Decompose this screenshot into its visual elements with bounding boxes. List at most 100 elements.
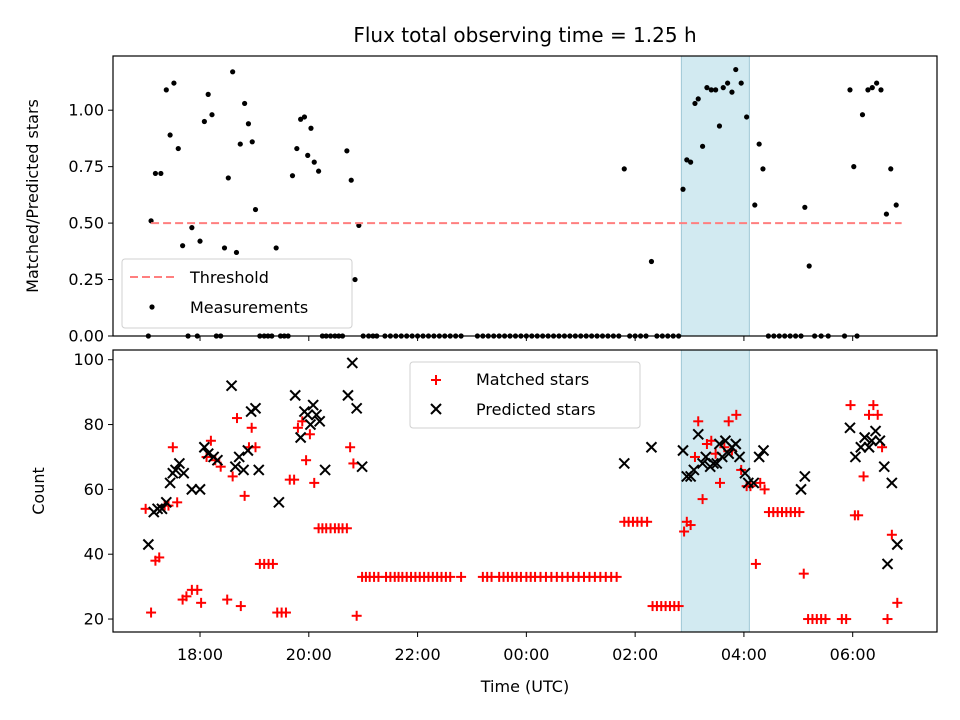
measurement-point [294, 145, 300, 152]
matched-star-marker [227, 471, 238, 482]
matched-star-marker [280, 607, 291, 618]
measurement-point [308, 125, 314, 131]
top-x-ticks [199, 336, 854, 341]
top-y-tick-label: 0.50 [68, 214, 104, 233]
matched-star-marker [304, 429, 315, 440]
matched-star-marker [192, 584, 203, 595]
measurement-point [713, 87, 719, 93]
measurement-point [692, 100, 698, 107]
matched-star-marker [146, 607, 157, 618]
predicted-star-marker [739, 467, 751, 479]
predicted-star-marker [730, 438, 742, 450]
measurement-point [893, 202, 899, 208]
bottom-x-ticks: 18:00 20:00 22:00 00:00 02:00 04:00 06:00 [177, 632, 876, 664]
predicted-star-marker [855, 441, 867, 453]
matched-star-marker [341, 523, 352, 534]
matched-star-marker [232, 413, 243, 424]
matched-star-marker [886, 529, 897, 540]
measurement-point [760, 166, 766, 172]
matched-star-marker [750, 558, 761, 569]
measurement-point [752, 202, 758, 208]
measurement-point [352, 276, 358, 283]
bottom-y-ticks: 20 40 60 80 100 [73, 350, 113, 629]
measurement-point [167, 132, 173, 138]
bottom-y-tick-label: 80 [84, 415, 104, 434]
measurement-point [273, 245, 279, 251]
matched-star-marker [301, 455, 312, 466]
predicted-star-marker [886, 477, 898, 489]
measurement-point [699, 143, 706, 149]
predicted-star-marker [795, 483, 807, 496]
matched-star-marker [798, 568, 809, 579]
measurement-point [716, 123, 723, 129]
top-shaded-region [680, 55, 750, 337]
matched-star-marker [673, 601, 684, 612]
top-y-tick-label: 0.25 [68, 270, 104, 289]
measurement-point [806, 263, 812, 269]
matched-star-marker [345, 442, 356, 453]
bottom-x-tick-label: 18:00 [177, 645, 223, 664]
measurement-point [851, 164, 857, 170]
bottom-legend: Matched stars Predicted stars [409, 361, 641, 429]
measurement-point [252, 206, 259, 213]
predicted-star-marker [688, 464, 700, 476]
matched-star-marker [685, 520, 696, 531]
predicted-star-marker [753, 451, 765, 463]
predicted-star-marker [302, 409, 314, 421]
bottom-axes-frame [112, 349, 938, 633]
measurement-point [315, 168, 322, 174]
matched-star-marker [689, 451, 700, 462]
measurement-point [738, 80, 744, 86]
predicted-star-marker [891, 538, 904, 551]
legend-matched-label: Matched stars [476, 370, 589, 389]
predicted-star-marker [225, 379, 238, 392]
bottom-y-axis-label: Count [29, 467, 48, 515]
predicted-star-marker [713, 438, 726, 450]
measurement-point [152, 170, 159, 177]
measurement-point [756, 141, 762, 147]
predicted-star-marker [342, 389, 354, 402]
predicted-star-marker [881, 558, 894, 570]
predicted-star-marker [757, 444, 770, 457]
chart-title: Flux total observing time = 1.25 h [353, 23, 696, 47]
measurement-point [695, 96, 701, 102]
matched-star-marker [297, 416, 308, 427]
measurement-point [242, 100, 248, 107]
predicted-star-marker [198, 441, 211, 453]
measurement-point [744, 114, 750, 120]
bottom-y-tick-label: 20 [84, 610, 104, 629]
predicted-star-marker [618, 457, 630, 470]
measurement-point [237, 141, 243, 147]
matched-star-marker [872, 409, 883, 420]
predicted-star-marker [748, 477, 760, 489]
matched-star-marker [820, 614, 831, 625]
measurement-point [175, 145, 181, 152]
bottom-panel: 20 40 60 80 100 18:00 20:00 22:00 00:00 02:00 04:… [29, 349, 938, 696]
predicted-star-marker [356, 460, 368, 473]
bottom-x-tick-label: 22:00 [395, 645, 441, 664]
predicted-star-marker [249, 402, 262, 415]
predicted-star-marker [186, 483, 198, 496]
top-y-ticks: 0.00 0.25 0.50 0.75 1.00 [68, 101, 113, 346]
top-legend-box [121, 258, 353, 329]
legend-measurements-swatch [149, 304, 155, 310]
measurement-point [648, 258, 655, 265]
measurement-point [163, 87, 169, 93]
predicted-star-marker [177, 467, 190, 479]
predicted-star-marker [237, 464, 250, 476]
matched-star-marker [246, 422, 257, 433]
bottom-y-tick-label: 40 [84, 545, 104, 564]
measurement-point [189, 225, 195, 231]
measurement-point [230, 69, 236, 75]
predicted-star-marker [707, 457, 720, 470]
predicted-star-marker [716, 451, 728, 463]
measurement-point [311, 159, 317, 165]
predicted-stars-layer [142, 357, 904, 570]
measurement-point [249, 139, 255, 145]
predicted-star-marker [233, 451, 245, 463]
predicted-star-marker [878, 460, 890, 473]
matched-star-marker [181, 591, 192, 602]
bottom-y-tick-label: 100 [73, 350, 104, 369]
legend-measurements-label: Measurements [190, 298, 308, 317]
predicted-star-marker [273, 496, 285, 509]
